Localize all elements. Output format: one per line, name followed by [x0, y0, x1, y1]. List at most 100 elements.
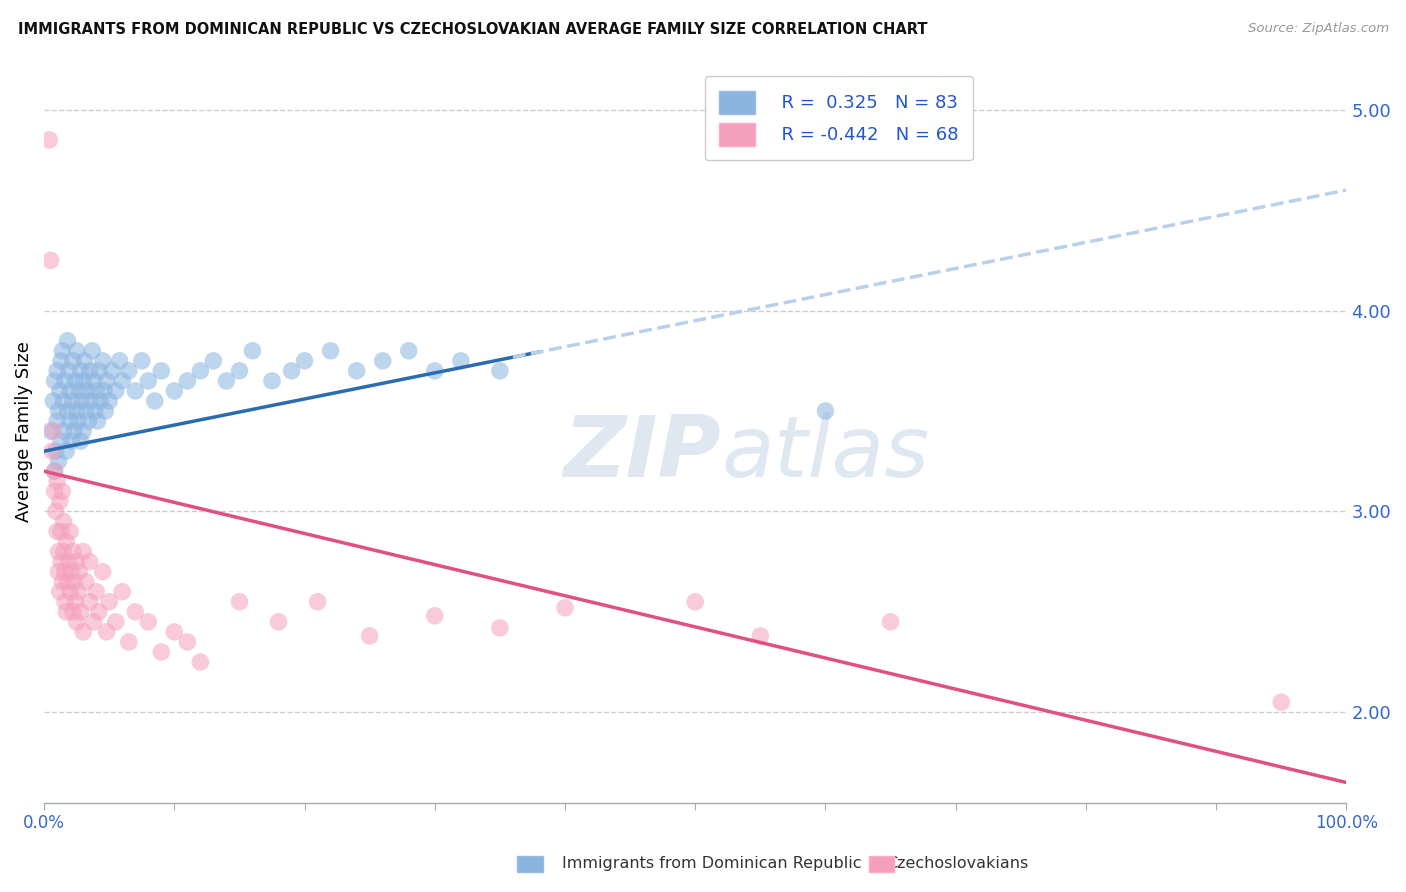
Point: [49, 434, 72, 449]
Point: [67, 565, 90, 579]
Point: [346, 364, 368, 378]
Point: [60, 434, 83, 449]
Point: [101, 364, 124, 378]
Point: [1270, 695, 1292, 709]
Point: [60, 565, 83, 579]
Point: [150, 645, 173, 659]
Point: [58, 364, 80, 378]
Point: [489, 364, 512, 378]
Point: [163, 384, 186, 398]
Point: [450, 353, 472, 368]
Point: [150, 364, 173, 378]
FancyBboxPatch shape: [869, 856, 894, 872]
Point: [87, 605, 110, 619]
Point: [489, 621, 512, 635]
Point: [42, 424, 65, 438]
Point: [111, 374, 134, 388]
Point: [56, 574, 79, 589]
Point: [52, 424, 75, 438]
Point: [86, 414, 108, 428]
Point: [53, 595, 76, 609]
Point: [49, 555, 72, 569]
Point: [53, 374, 76, 388]
Point: [111, 584, 134, 599]
Point: [52, 394, 75, 409]
Point: [307, 595, 329, 609]
Point: [66, 414, 89, 428]
Point: [84, 384, 107, 398]
Point: [73, 353, 96, 368]
Point: [79, 364, 101, 378]
Point: [59, 414, 82, 428]
Point: [190, 655, 212, 669]
Point: [59, 584, 82, 599]
Point: [69, 605, 91, 619]
Point: [879, 615, 901, 629]
Point: [67, 384, 90, 398]
Point: [44, 484, 66, 499]
Point: [108, 353, 131, 368]
Point: [83, 374, 105, 388]
Point: [83, 615, 105, 629]
Point: [48, 404, 70, 418]
Point: [228, 364, 250, 378]
Point: [163, 624, 186, 639]
Point: [48, 544, 70, 558]
Point: [398, 343, 420, 358]
Point: [55, 534, 77, 549]
Point: [98, 595, 121, 609]
Point: [65, 595, 87, 609]
Point: [69, 364, 91, 378]
Point: [72, 424, 94, 438]
Point: [65, 374, 87, 388]
Point: [79, 555, 101, 569]
Legend:   R =  0.325   N = 83,   R = -0.442   N = 68: R = 0.325 N = 83, R = -0.442 N = 68: [704, 76, 973, 161]
Point: [104, 615, 127, 629]
Point: [104, 384, 127, 398]
Text: atlas: atlas: [721, 412, 929, 495]
Point: [136, 374, 159, 388]
Point: [66, 615, 89, 629]
Text: Source: ZipAtlas.com: Source: ZipAtlas.com: [1249, 22, 1389, 36]
Point: [319, 343, 342, 358]
Point: [280, 364, 302, 378]
Point: [52, 515, 75, 529]
Point: [91, 353, 114, 368]
Point: [44, 464, 66, 478]
Point: [69, 434, 91, 449]
Point: [48, 584, 70, 599]
Point: [89, 394, 111, 409]
Point: [118, 635, 141, 649]
Point: [62, 605, 84, 619]
Point: [48, 384, 70, 398]
Point: [53, 565, 76, 579]
Point: [45, 504, 67, 518]
Point: [124, 605, 146, 619]
Point: [96, 374, 118, 388]
Point: [94, 404, 117, 418]
Point: [62, 353, 84, 368]
Point: [267, 615, 290, 629]
Point: [242, 343, 264, 358]
Point: [51, 343, 73, 358]
Text: Immigrants from Dominican Republic: Immigrants from Dominican Republic: [562, 856, 862, 871]
Point: [176, 635, 198, 649]
Point: [79, 595, 101, 609]
Point: [48, 565, 70, 579]
Point: [66, 404, 89, 418]
Point: [45, 444, 67, 458]
Point: [260, 374, 283, 388]
Point: [62, 394, 84, 409]
Point: [44, 464, 66, 478]
Point: [228, 595, 250, 609]
Text: Czechoslovakians: Czechoslovakians: [886, 856, 1028, 871]
Point: [84, 584, 107, 599]
Point: [42, 394, 65, 409]
Point: [63, 574, 86, 589]
Point: [49, 524, 72, 539]
Point: [76, 384, 98, 398]
Point: [136, 615, 159, 629]
Point: [371, 353, 394, 368]
Point: [63, 424, 86, 438]
Point: [96, 624, 118, 639]
